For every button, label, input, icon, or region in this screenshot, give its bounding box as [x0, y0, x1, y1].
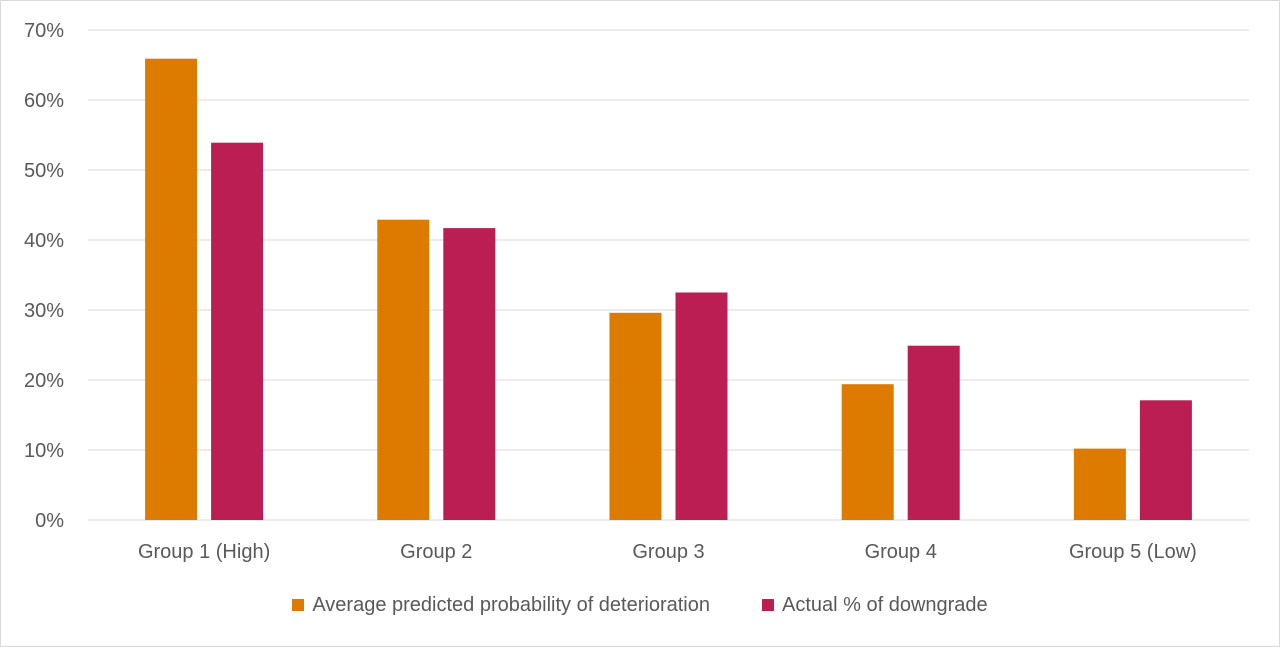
y-tick-label: 70% — [24, 20, 64, 42]
y-tick-label: 30% — [24, 300, 64, 322]
x-tick-label: Group 2 — [400, 541, 472, 563]
y-tick-label: 60% — [24, 90, 64, 112]
legend-swatch-predicted — [292, 599, 305, 611]
bar-predicted-group-5 — [1073, 448, 1126, 520]
y-axis-tick-labels: 0% 10% 20% 30% 40% 50% 60% 70% — [24, 20, 64, 532]
bar-actual-group-5 — [1139, 400, 1192, 520]
y-tick-label: 10% — [24, 440, 64, 462]
x-tick-label: Group 3 — [632, 541, 704, 563]
legend-item-actual: Actual % of downgrade — [761, 593, 988, 617]
bar-actual-group-2 — [443, 228, 496, 520]
bar-predicted-group-4 — [841, 384, 894, 520]
legend-swatch-actual — [761, 599, 774, 611]
x-tick-label: Group 5 (Low) — [1069, 541, 1197, 563]
bar-actual-group-3 — [675, 292, 728, 520]
x-tick-label: Group 1 (High) — [138, 541, 270, 563]
legend-label-actual: Actual % of downgrade — [781, 593, 988, 616]
bar-predicted-group-1 — [145, 58, 198, 520]
legend-label-predicted: Average predicted probability of deterio… — [312, 593, 710, 616]
legend: Average predicted probability of deterio… — [0, 590, 1280, 620]
bar-predicted-group-2 — [377, 219, 430, 520]
legend-item-predicted: Average predicted probability of deterio… — [292, 594, 710, 617]
bar-predicted-group-3 — [609, 312, 662, 520]
x-tick-label: Group 4 — [865, 541, 937, 563]
y-tick-label: 40% — [24, 230, 64, 252]
bars — [145, 58, 1192, 520]
gridlines — [88, 29, 1249, 521]
bar-actual-group-4 — [907, 345, 960, 520]
y-tick-label: 20% — [24, 370, 64, 392]
y-tick-label: 0% — [35, 510, 64, 532]
bar-actual-group-1 — [211, 142, 264, 520]
y-tick-label: 50% — [24, 160, 64, 182]
x-axis-tick-labels: Group 1 (High) Group 2 Group 3 Group 4 Group… — [138, 541, 1197, 563]
